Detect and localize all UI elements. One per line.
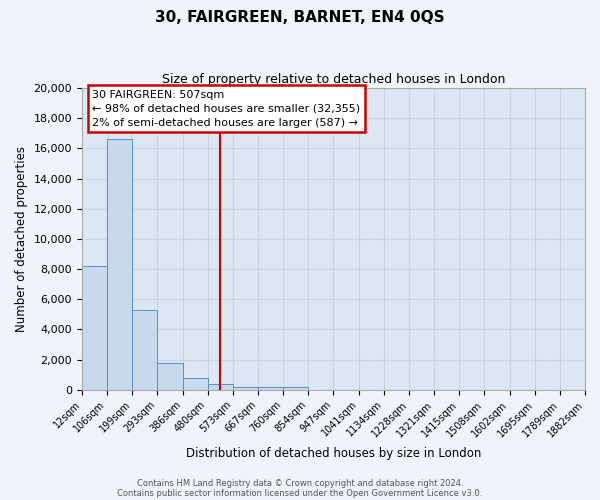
Bar <box>82 266 107 390</box>
X-axis label: Distribution of detached houses by size in London: Distribution of detached houses by size … <box>186 447 481 460</box>
Text: 30 FAIRGREEN: 507sqm
← 98% of detached houses are smaller (32,355)
2% of semi-de: 30 FAIRGREEN: 507sqm ← 98% of detached h… <box>92 90 360 128</box>
Bar <box>182 378 208 390</box>
Bar <box>258 388 283 390</box>
Title: Size of property relative to detached houses in London: Size of property relative to detached ho… <box>162 72 505 86</box>
Text: Contains public sector information licensed under the Open Government Licence v3: Contains public sector information licen… <box>118 488 482 498</box>
Bar <box>283 388 308 390</box>
Y-axis label: Number of detached properties: Number of detached properties <box>15 146 28 332</box>
Text: 30, FAIRGREEN, BARNET, EN4 0QS: 30, FAIRGREEN, BARNET, EN4 0QS <box>155 10 445 25</box>
Text: Contains HM Land Registry data © Crown copyright and database right 2024.: Contains HM Land Registry data © Crown c… <box>137 478 463 488</box>
Bar <box>132 310 157 390</box>
Bar <box>208 384 233 390</box>
Bar <box>233 386 258 390</box>
Bar <box>107 140 132 390</box>
Bar <box>157 364 182 390</box>
